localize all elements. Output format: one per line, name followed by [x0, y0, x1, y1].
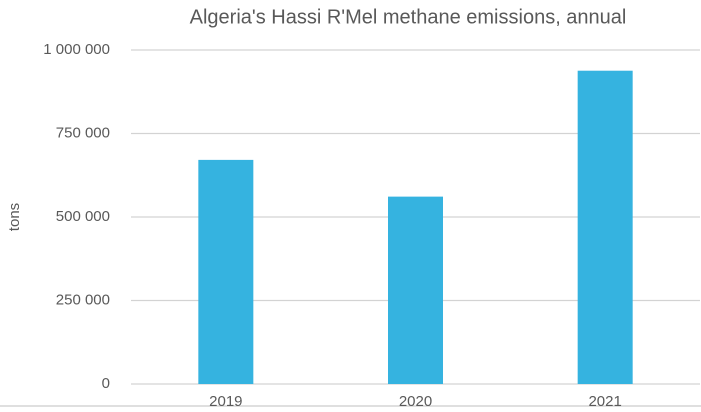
y-tick-label: 250 000	[56, 291, 110, 308]
y-tick-label: 500 000	[56, 208, 110, 225]
bar	[577, 70, 633, 384]
x-tick-label: 2019	[209, 393, 242, 410]
y-axis-label: tons	[6, 203, 23, 231]
y-tick-label: 750 000	[56, 124, 110, 141]
chart-title: Algeria's Hassi R'Mel methane emissions,…	[190, 6, 627, 28]
bar	[388, 196, 443, 384]
y-tick-label: 1 000 000	[43, 41, 110, 58]
bar	[198, 159, 254, 384]
x-tick-label: 2020	[399, 393, 432, 410]
x-tick-label: 2021	[588, 393, 621, 410]
y-tick-label: 0	[102, 375, 110, 392]
